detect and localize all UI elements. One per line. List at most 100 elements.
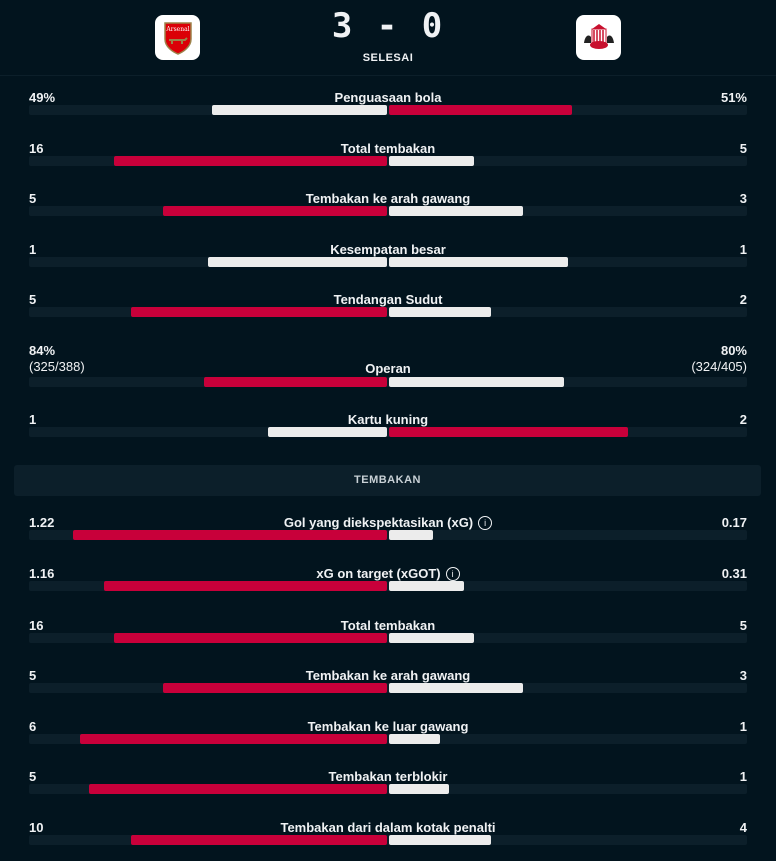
- home-bar: [73, 530, 387, 540]
- stat-label-text: Tendangan Sudut: [333, 292, 443, 307]
- away-value-text: 1: [739, 242, 747, 257]
- stat-label-text: Kesempatan besar: [330, 242, 446, 257]
- away-value-text: 5: [739, 618, 747, 633]
- home-bar: [204, 377, 387, 387]
- home-value: 1.16: [29, 566, 54, 582]
- stat-label-text: Tembakan ke luar gawang: [307, 719, 469, 734]
- comparison-track: [29, 427, 747, 437]
- away-bar: [389, 427, 628, 437]
- away-value: 2: [740, 292, 747, 308]
- home-bar: [114, 633, 387, 643]
- away-value-text: 4: [739, 820, 747, 835]
- home-value: 16: [29, 141, 43, 157]
- home-bar: [131, 835, 387, 845]
- sunderland-crest-icon: [583, 23, 614, 49]
- away-value-text: 1: [739, 769, 747, 784]
- comparison-track: [29, 257, 747, 267]
- stat-label-text: Tembakan dari dalam kotak penalti: [280, 820, 496, 835]
- home-value: 5: [29, 191, 36, 207]
- away-value-text: 51%: [720, 90, 747, 105]
- away-value: 1: [740, 719, 747, 735]
- home-value-text: 49%: [29, 90, 56, 105]
- away-value: 2: [740, 412, 747, 428]
- comparison-track: [29, 581, 747, 591]
- away-bar: [389, 530, 433, 540]
- away-value: 1: [740, 769, 747, 785]
- home-value-text: 84%: [29, 343, 56, 358]
- stat-label-text: Penguasaan bola: [334, 90, 442, 105]
- comparison-track: [29, 307, 747, 317]
- home-value-text: 5: [29, 769, 37, 784]
- home-bar: [131, 307, 387, 317]
- away-bar: [389, 633, 474, 643]
- stat-label: Kesempatan besar: [0, 242, 776, 258]
- home-value: 16: [29, 618, 43, 634]
- home-value-text: 10: [29, 820, 44, 835]
- home-bar: [208, 257, 387, 267]
- match-status: SELESAI: [362, 52, 414, 64]
- away-value-text: 3: [739, 668, 747, 683]
- stat-label: Operan: [0, 361, 776, 377]
- home-value: 5: [29, 769, 36, 785]
- away-bar: [389, 206, 523, 216]
- away-team-crest[interactable]: [576, 15, 621, 60]
- home-value-text: 16: [29, 141, 44, 156]
- stat-label-text: Total tembakan: [340, 618, 436, 633]
- stat-label-text: Tembakan ke arah gawang: [305, 191, 471, 206]
- home-bar: [268, 427, 387, 437]
- stat-label: Tembakan ke luar gawang: [0, 719, 776, 735]
- score: 3 - 0: [331, 6, 445, 46]
- stat-label: Gol yang diekspektasikan (xG) i: [0, 515, 776, 531]
- comparison-track: [29, 377, 747, 387]
- home-bar: [212, 105, 387, 115]
- home-bar: [89, 784, 387, 794]
- home-value-text: 1.22: [29, 515, 55, 530]
- away-value: 3: [740, 191, 747, 207]
- info-icon[interactable]: i: [478, 516, 493, 530]
- comparison-track: [29, 784, 747, 794]
- svg-text:Arsenal: Arsenal: [165, 26, 189, 33]
- comparison-track: [29, 156, 747, 166]
- section-header-shots: TEMBAKAN: [14, 465, 761, 496]
- comparison-track: [29, 105, 747, 115]
- away-value: 0.17: [722, 515, 747, 531]
- stat-label-text: Tembakan terblokir: [328, 769, 448, 784]
- home-bar: [163, 683, 387, 693]
- away-value-text: 80%: [720, 343, 747, 358]
- info-icon[interactable]: i: [445, 567, 460, 581]
- away-bar: [389, 156, 474, 166]
- stat-label-text: Operan: [365, 361, 411, 376]
- home-value-text: 5: [29, 191, 37, 206]
- home-value-text: 1: [29, 242, 37, 257]
- stat-label: Tembakan ke arah gawang: [0, 191, 776, 207]
- away-bar: [389, 377, 564, 387]
- stat-label: Tendangan Sudut: [0, 292, 776, 308]
- home-value: 5: [29, 668, 36, 684]
- stat-label: Tembakan ke arah gawang: [0, 668, 776, 684]
- away-value-text: 0.31: [721, 566, 747, 581]
- away-value: 0.31: [722, 566, 747, 582]
- home-bar: [114, 156, 387, 166]
- home-team-crest[interactable]: Arsenal: [155, 15, 200, 60]
- away-value: 3: [740, 668, 747, 684]
- comparison-track: [29, 206, 747, 216]
- away-bar: [389, 105, 572, 115]
- home-value: 5: [29, 292, 36, 308]
- stat-label: Kartu kuning: [0, 412, 776, 428]
- stat-label: Total tembakan: [0, 141, 776, 157]
- home-value-text: 5: [29, 292, 37, 307]
- home-bar: [80, 734, 387, 744]
- home-value-text: 1: [29, 412, 37, 427]
- home-value: 6: [29, 719, 36, 735]
- stat-label-text: Kartu kuning: [347, 412, 429, 427]
- home-value: 10: [29, 820, 43, 836]
- away-value: 1: [740, 242, 747, 258]
- stat-label: Total tembakan: [0, 618, 776, 634]
- away-value-text: 2: [739, 292, 747, 307]
- comparison-track: [29, 835, 747, 845]
- stat-label-text: Total tembakan: [340, 141, 436, 156]
- comparison-track: [29, 530, 747, 540]
- home-bar: [163, 206, 387, 216]
- home-value-text: 6: [29, 719, 37, 734]
- comparison-track: [29, 734, 747, 744]
